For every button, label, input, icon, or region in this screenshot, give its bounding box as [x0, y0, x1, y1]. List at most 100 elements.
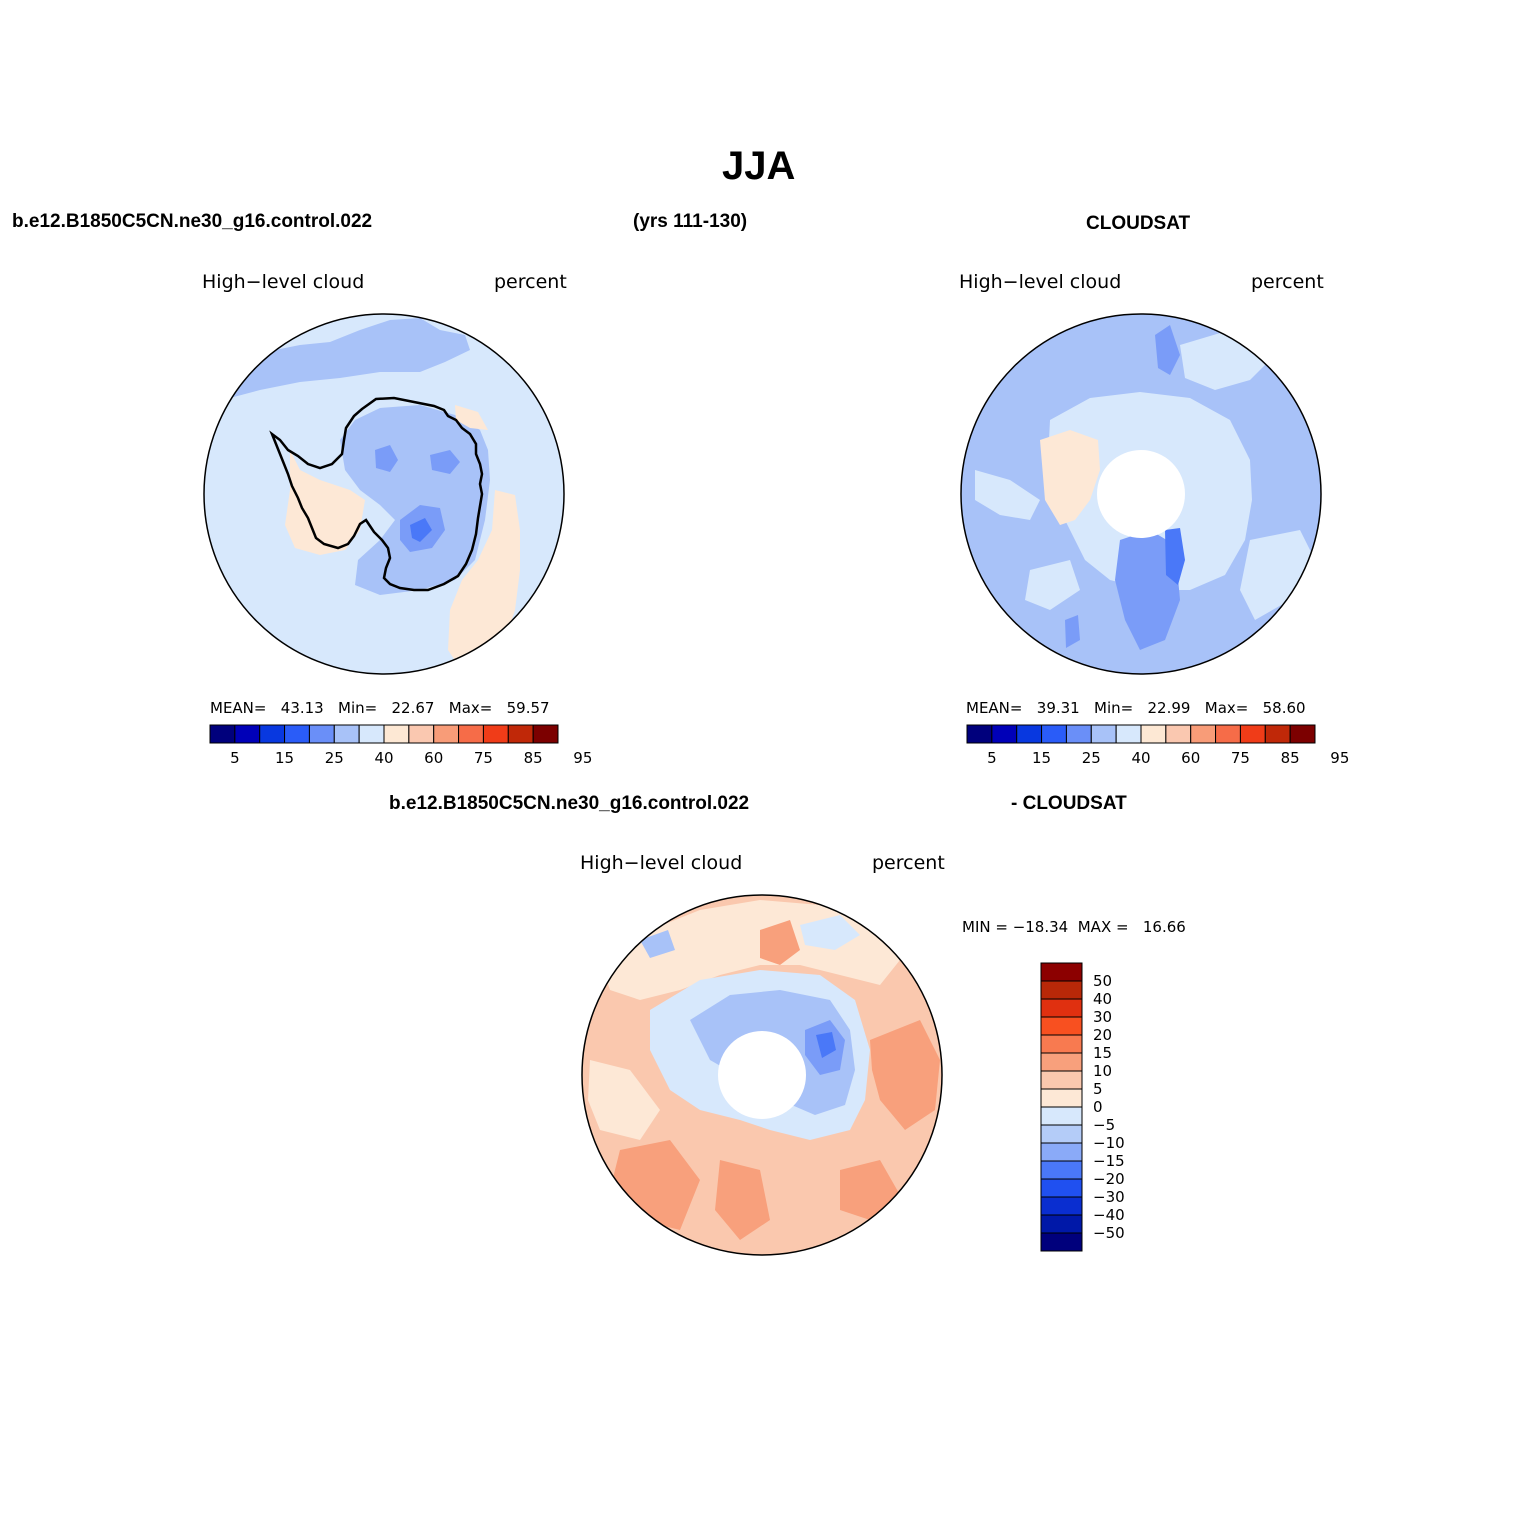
- model-colorbar-box: [458, 724, 484, 744]
- diff-colorbar-box: [1040, 1178, 1083, 1198]
- obs-colorbar-label: 85: [1281, 749, 1300, 767]
- model-variable-label: High−level cloud: [202, 271, 365, 293]
- diff-variable-label: High−level cloud: [580, 852, 743, 874]
- obs-stats: MEAN= 39.31 Min= 22.99 Max= 58.60: [966, 699, 1306, 717]
- obs-colorbar: 5 15 25 40 60 75 85 95: [966, 724, 1349, 767]
- diff-colorbar-box: [1040, 1070, 1083, 1090]
- model-colorbar-box: [507, 724, 534, 744]
- model-colorbar-label: 5: [230, 749, 240, 767]
- years-title: (yrs 111-130): [633, 211, 748, 232]
- diff-colorbar-box: [1040, 1232, 1083, 1252]
- obs-variable-label: High−level cloud: [959, 271, 1122, 293]
- diff-colorbar-label: −50: [1093, 1224, 1125, 1242]
- diff-colorbar-label: −5: [1093, 1116, 1115, 1134]
- diff-case-title: b.e12.B1850C5CN.ne30_g16.control.022: [389, 793, 750, 814]
- model-colorbar-box: [532, 724, 559, 744]
- diff-colorbar-label: 20: [1093, 1026, 1112, 1044]
- diff-map-border: [581, 894, 943, 1256]
- model-colorbar-box: [234, 724, 261, 744]
- diff-colorbar-box: [1040, 1052, 1083, 1072]
- obs-colorbar-label: 60: [1181, 749, 1200, 767]
- model-colorbar-box: [259, 724, 286, 744]
- obs-colorbar-box: [1065, 724, 1092, 744]
- model-colorbar-box: [333, 724, 360, 744]
- diff-map: [582, 895, 942, 1255]
- model-colorbar-label: 95: [573, 749, 592, 767]
- diff-colorbar-box: [1040, 1214, 1083, 1234]
- diff-colorbar-label: 30: [1093, 1008, 1112, 1026]
- diff-colorbar-label: −40: [1093, 1206, 1125, 1224]
- obs-units-label: percent: [1251, 271, 1324, 293]
- obs-colorbar-label: 95: [1330, 749, 1349, 767]
- model-colorbar-label: 85: [524, 749, 543, 767]
- obs-colorbar-box: [991, 724, 1018, 744]
- diff-units-label: percent: [872, 852, 945, 874]
- model-map: [204, 314, 564, 674]
- model-colorbar-box: [482, 724, 509, 744]
- obs-colorbar-label: 15: [1032, 749, 1051, 767]
- obs-colorbar-box: [1239, 724, 1266, 744]
- diff-colorbar-label: −10: [1093, 1134, 1125, 1152]
- diff-colorbar-label: 5: [1093, 1080, 1103, 1098]
- diff-colorbar-label: −30: [1093, 1188, 1125, 1206]
- diff-colorbar-box: [1040, 1142, 1083, 1162]
- obs-colorbar-label: 5: [987, 749, 997, 767]
- model-colorbar-box: [209, 724, 236, 744]
- obs-colorbar-box: [1264, 724, 1291, 744]
- main-title: JJA: [722, 144, 796, 188]
- obs-colorbar-label: 40: [1131, 749, 1150, 767]
- diff-stats: MIN = −18.34 MAX = 16.66: [962, 918, 1186, 936]
- obs-map: [961, 314, 1321, 674]
- obs-colorbar-box: [1215, 724, 1241, 744]
- diff-colorbar-label: 50: [1093, 972, 1112, 990]
- diff-colorbar-label: −20: [1093, 1170, 1125, 1188]
- obs-colorbar-box: [1165, 724, 1192, 744]
- obs-map-border: [960, 313, 1322, 675]
- obs-colorbar-label: 25: [1082, 749, 1101, 767]
- obs-colorbar-box: [1190, 724, 1217, 744]
- model-colorbar-box: [408, 724, 435, 744]
- model-colorbar-label: 40: [374, 749, 393, 767]
- model-colorbar-box: [383, 724, 410, 744]
- obs-colorbar-box: [1140, 724, 1167, 744]
- model-units-label: percent: [494, 271, 567, 293]
- diff-colorbar-label: 0: [1093, 1098, 1103, 1116]
- model-colorbar-box: [433, 724, 460, 744]
- diff-colorbar-box: [1040, 962, 1083, 982]
- model-colorbar-box: [284, 724, 310, 744]
- diff-colorbar-box: [1040, 1196, 1083, 1216]
- diff-colorbar-box: [1040, 1124, 1083, 1144]
- obs-colorbar-box: [1090, 724, 1117, 744]
- obs-colorbar-label: 75: [1231, 749, 1250, 767]
- diff-colorbar-box: [1040, 1034, 1083, 1054]
- obs-colorbar-box: [966, 724, 993, 744]
- obs-colorbar-box: [1016, 724, 1043, 744]
- diff-colorbar-box: [1040, 1160, 1083, 1180]
- obs-name-title: CLOUDSAT: [1086, 213, 1191, 234]
- obs-colorbar-box: [1115, 724, 1142, 744]
- model-colorbar-label: 15: [275, 749, 294, 767]
- obs-colorbar-box: [1289, 724, 1316, 744]
- model-colorbar-label: 60: [424, 749, 443, 767]
- model-map-border: [203, 313, 565, 675]
- diff-colorbar-box: [1040, 998, 1083, 1018]
- model-map-shading: [204, 314, 564, 674]
- diff-colorbar-label: 40: [1093, 990, 1112, 1008]
- diff-colorbar-label: 15: [1093, 1044, 1112, 1062]
- model-stats: MEAN= 43.13 Min= 22.67 Max= 59.57: [210, 699, 550, 717]
- diff-colorbar-label: 10: [1093, 1062, 1112, 1080]
- model-colorbar: 5 15 25 40 60 75 85 95: [209, 724, 592, 767]
- model-colorbar-label: 25: [325, 749, 344, 767]
- diff-obs-title: - CLOUDSAT: [1011, 793, 1127, 814]
- diff-colorbar-box: [1040, 980, 1083, 1000]
- model-colorbar-label: 75: [474, 749, 493, 767]
- diff-missing-data-hole: [718, 1031, 806, 1119]
- diff-colorbar-box: [1040, 1016, 1083, 1036]
- obs-missing-data-hole: [1097, 450, 1185, 538]
- model-colorbar-box: [358, 724, 385, 744]
- case-name-title: b.e12.B1850C5CN.ne30_g16.control.022: [12, 211, 373, 232]
- model-colorbar-box: [308, 724, 335, 744]
- diff-colorbar-label: −15: [1093, 1152, 1125, 1170]
